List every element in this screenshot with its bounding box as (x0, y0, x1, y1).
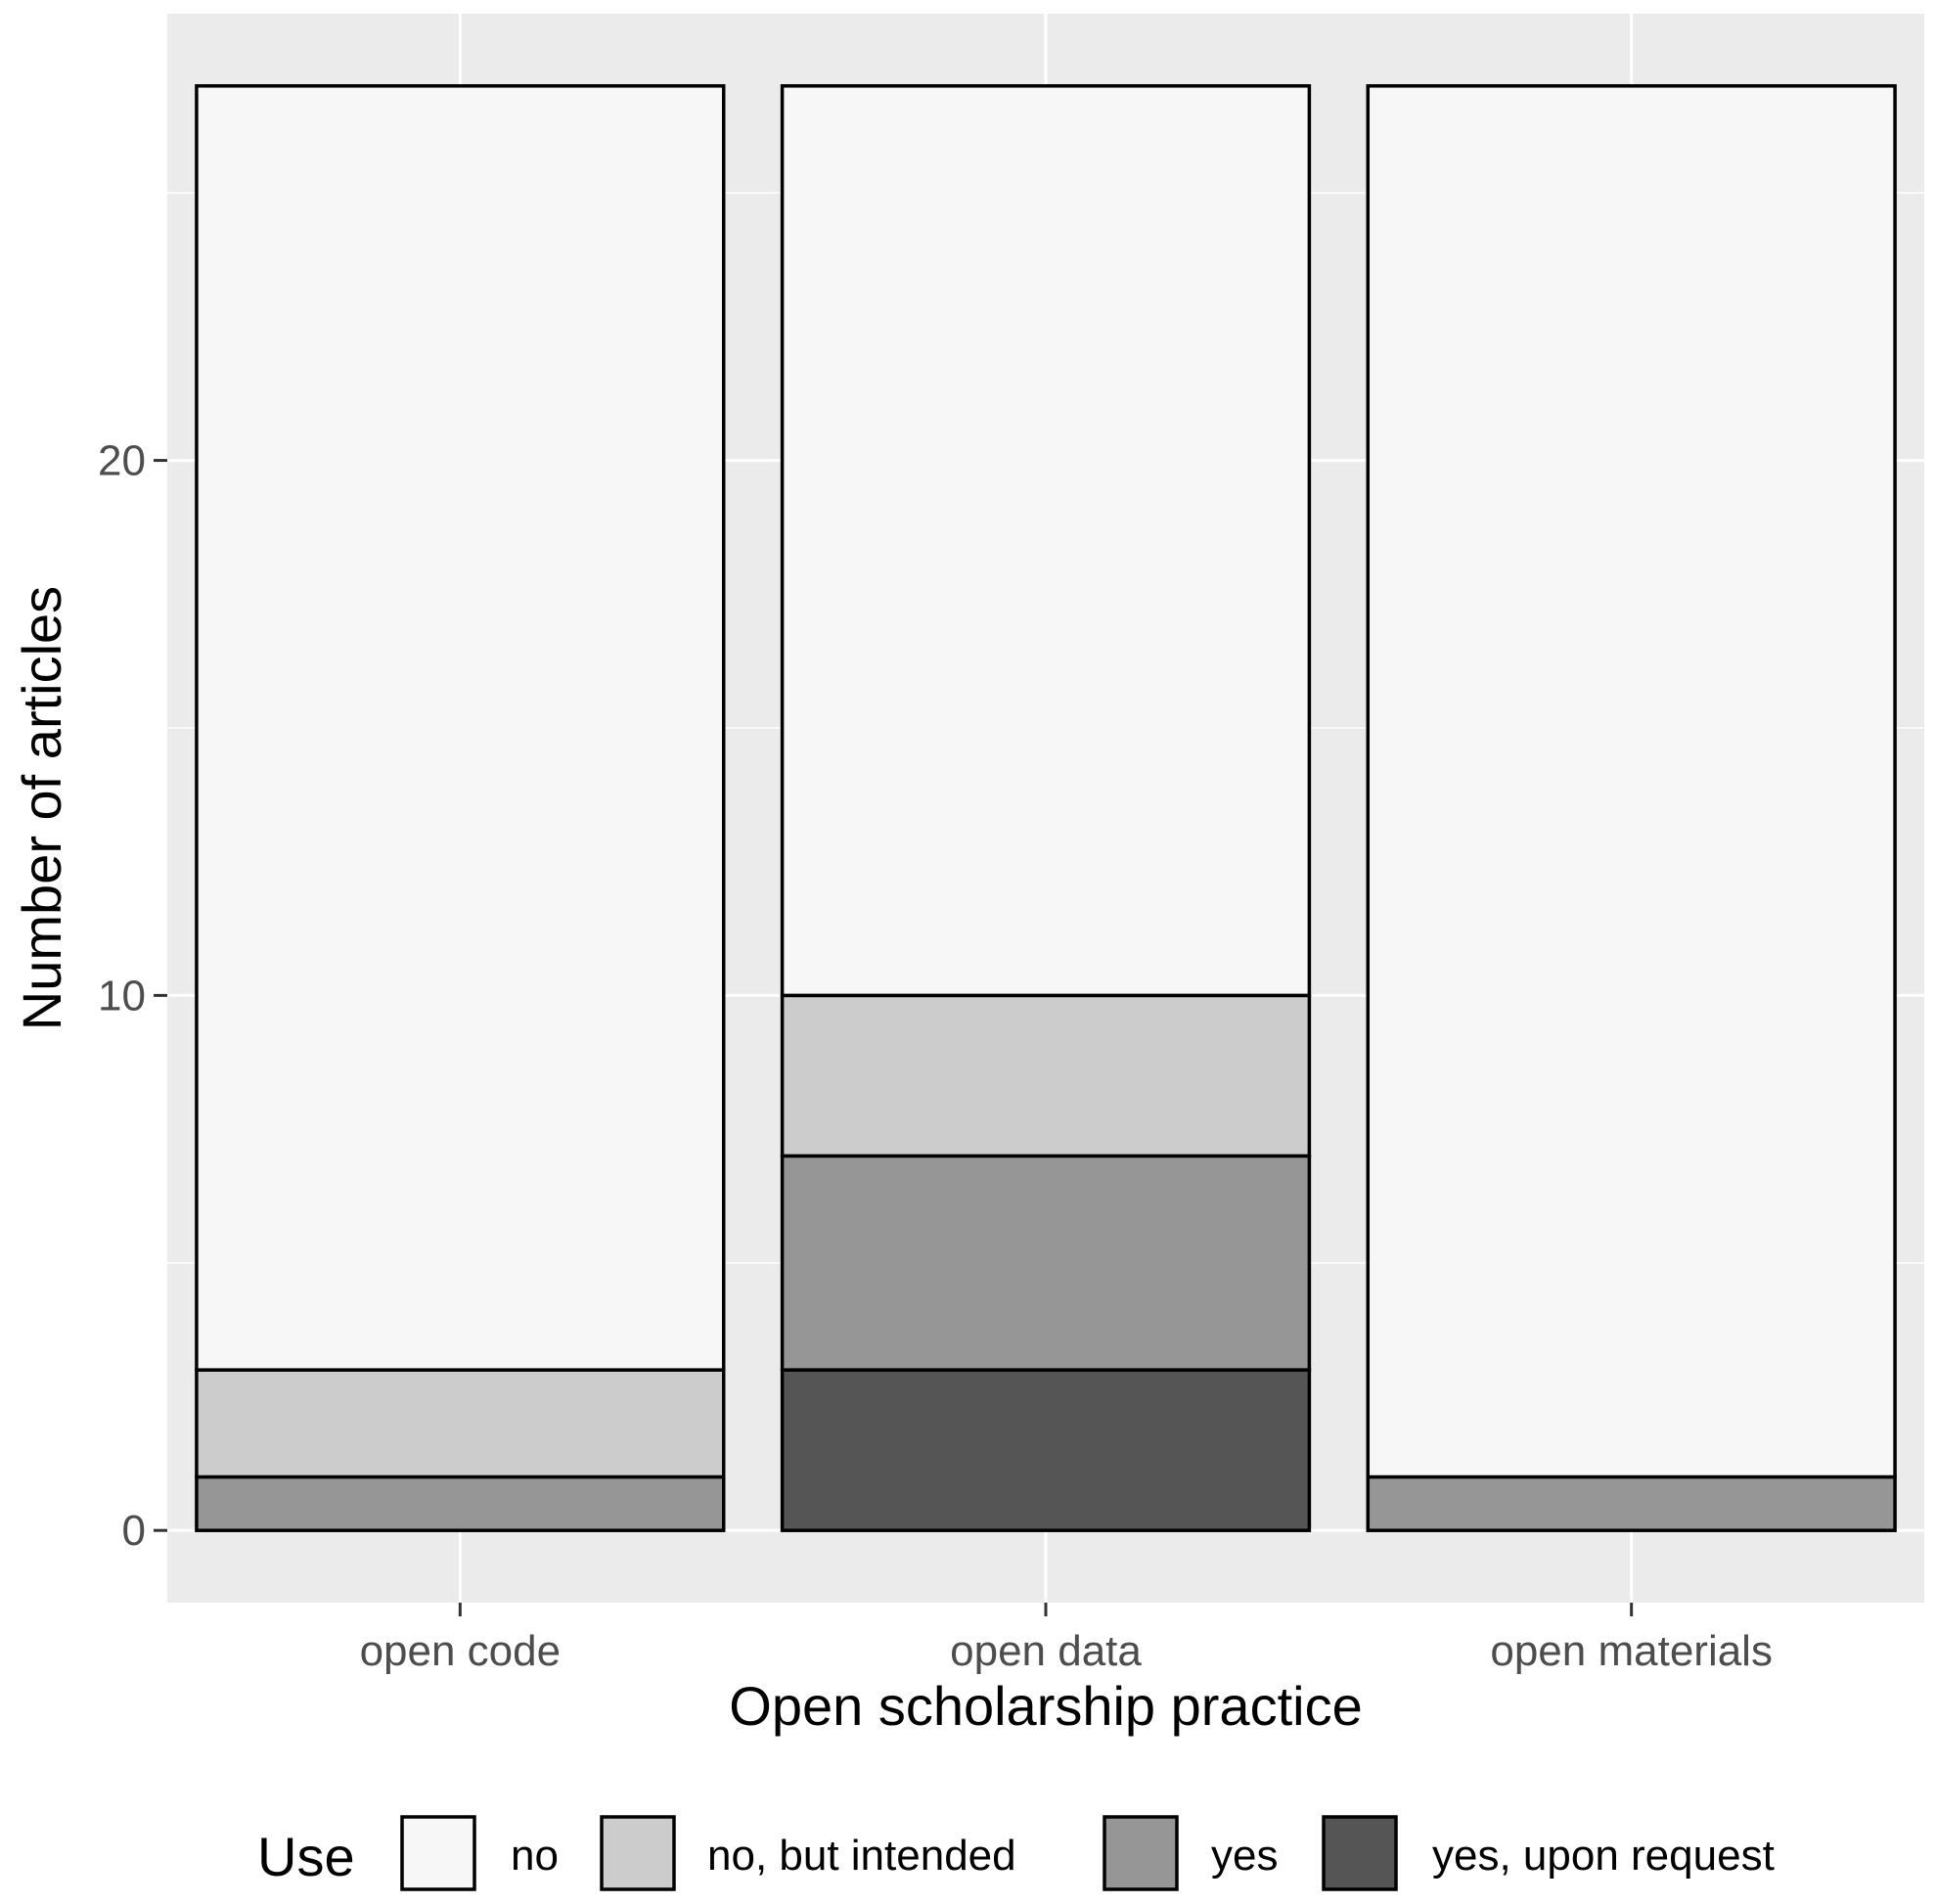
x-axis-title: Open scholarship practice (729, 1675, 1362, 1737)
legend-label: yes (1211, 1832, 1278, 1880)
x-tick-label: open data (950, 1627, 1142, 1675)
bar-segment-no (195, 84, 726, 1372)
bar-segment-yes (195, 1474, 726, 1532)
bar-segment-no (1366, 84, 1897, 1479)
y-tick-label: 0 (122, 1507, 146, 1555)
y-axis-title: Number of articles (11, 586, 72, 1030)
bars (195, 84, 1897, 1532)
legend-label: no (511, 1832, 559, 1880)
x-tick-label: open code (360, 1627, 562, 1675)
axes: 0 10 20 open code open data open materials (98, 437, 1773, 1675)
legend-label: no, but intended (707, 1832, 1016, 1880)
bar-segment-no (780, 84, 1312, 998)
bar-segment-no-but-intended (195, 1368, 726, 1479)
y-tick-label: 10 (98, 972, 146, 1020)
bar-segment-yes (1366, 1474, 1897, 1532)
bar-segment-no-but-intended (780, 993, 1312, 1158)
legend-key (1322, 1815, 1398, 1891)
legend-key (1103, 1815, 1179, 1891)
legend: Use no no, but intended yes yes, upon reque… (257, 1815, 1775, 1891)
legend-key (600, 1815, 676, 1891)
y-tick-label: 20 (98, 437, 146, 485)
bar-segment-yes (780, 1154, 1312, 1372)
bar-segment-yes-upon-request (780, 1368, 1312, 1532)
legend-label: yes, upon request (1432, 1832, 1775, 1880)
x-tick-label: open materials (1490, 1627, 1773, 1675)
legend-key (400, 1815, 476, 1891)
legend-title: Use (257, 1826, 355, 1887)
